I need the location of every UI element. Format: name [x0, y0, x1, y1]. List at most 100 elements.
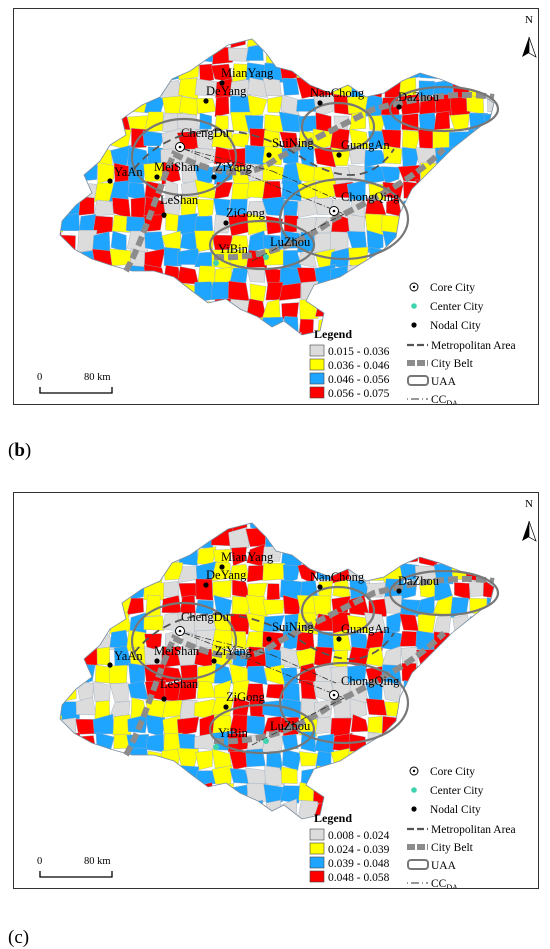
county-cell — [60, 248, 64, 267]
county-cell — [502, 565, 519, 579]
county-cell — [145, 594, 161, 617]
county-cell — [75, 162, 98, 182]
county-cell — [333, 166, 352, 186]
county-cell — [108, 530, 132, 550]
county-cell — [483, 749, 494, 768]
county-cell — [364, 318, 387, 335]
county-cell — [467, 680, 489, 699]
county-cell — [315, 523, 335, 530]
county-cell — [229, 334, 249, 335]
county-cell — [467, 213, 487, 236]
county-cell — [128, 316, 147, 335]
county-cell — [96, 646, 110, 666]
county-cell — [76, 647, 98, 668]
county-cell — [163, 62, 180, 82]
county-cell — [78, 196, 95, 216]
county-cell — [364, 765, 387, 788]
county-cell — [262, 163, 284, 182]
uaa-ellipse — [388, 85, 500, 133]
county-cell — [60, 561, 81, 582]
city-belt-line — [123, 575, 495, 757]
county-cell — [278, 111, 301, 133]
city-label-leshan: LeShan — [160, 677, 199, 691]
county-cell — [60, 578, 80, 600]
north-label: N — [525, 14, 533, 26]
county-cell — [297, 196, 318, 218]
county-cell — [484, 280, 494, 305]
county-cell — [91, 77, 112, 99]
city-label-chengdu: ChengDu — [181, 126, 230, 140]
county-cell — [365, 698, 388, 716]
county-cell — [75, 129, 97, 147]
county-cell — [194, 782, 214, 804]
uaa-ellipse — [388, 569, 500, 617]
county-cell — [146, 766, 164, 787]
city-label-guangan: GuangAn — [341, 622, 390, 636]
county-cell — [143, 615, 165, 631]
county-cell — [164, 785, 184, 805]
county-cell — [383, 39, 404, 48]
legend-core-city: Core City — [430, 766, 475, 778]
legend-core-city: Core City — [430, 282, 475, 294]
county-cell — [485, 665, 494, 684]
county-cell — [128, 523, 147, 532]
county-cell — [142, 319, 166, 335]
county-cell — [195, 750, 213, 771]
county-cell — [501, 631, 520, 649]
county-cell — [60, 613, 63, 633]
county-cell — [348, 60, 366, 82]
county-cell — [246, 715, 266, 736]
county-cell — [109, 43, 133, 65]
county-cell — [278, 282, 301, 301]
county-cell — [450, 735, 470, 754]
county-cell — [433, 232, 455, 251]
county-cell — [365, 264, 385, 287]
county-cell — [194, 523, 216, 530]
county-cell — [333, 531, 350, 549]
county-cell — [248, 523, 268, 531]
county-cell — [94, 523, 115, 533]
center-city-marker — [263, 254, 269, 260]
city-label-zigong: ZiGong — [226, 690, 266, 704]
county-cell — [467, 60, 489, 83]
county-cell — [60, 148, 62, 165]
county-cell — [110, 77, 131, 100]
county-cell — [75, 628, 97, 652]
county-cell — [383, 784, 403, 802]
county-cell — [161, 230, 182, 251]
county-cell — [503, 752, 520, 771]
county-cell — [110, 523, 129, 532]
city-label-deyang: DeYang — [206, 84, 247, 98]
nodal-city-marker — [107, 178, 113, 184]
county-cell — [74, 76, 93, 99]
county-cell — [60, 302, 81, 321]
county-cell — [466, 247, 488, 267]
county-cell — [92, 594, 113, 617]
county-cell — [433, 615, 452, 635]
county-cell — [181, 523, 200, 531]
county-cell — [450, 544, 472, 564]
city-label-meishan: MeiShan — [154, 644, 200, 658]
county-cell — [97, 162, 115, 184]
county-cell — [416, 232, 435, 250]
county-cell — [501, 281, 518, 302]
county-cell — [145, 545, 166, 567]
county-cell — [178, 39, 198, 48]
legend-uaa-icon — [407, 375, 429, 386]
county-cell — [60, 782, 63, 802]
county-cell — [501, 199, 521, 217]
county-cell — [79, 527, 96, 549]
county-cell — [178, 96, 198, 116]
county-cell — [60, 299, 61, 318]
county-cell — [78, 43, 97, 64]
city-label-nanchong: NanChong — [310, 86, 365, 100]
county-cell — [471, 662, 488, 686]
county-cell — [60, 523, 61, 534]
uaa-ellipse — [130, 601, 238, 681]
county-cell — [313, 545, 335, 566]
county-cell — [160, 332, 182, 335]
county-cell — [60, 93, 81, 117]
county-cell — [383, 45, 402, 66]
county-cell — [468, 733, 488, 753]
county-cell — [364, 630, 384, 653]
